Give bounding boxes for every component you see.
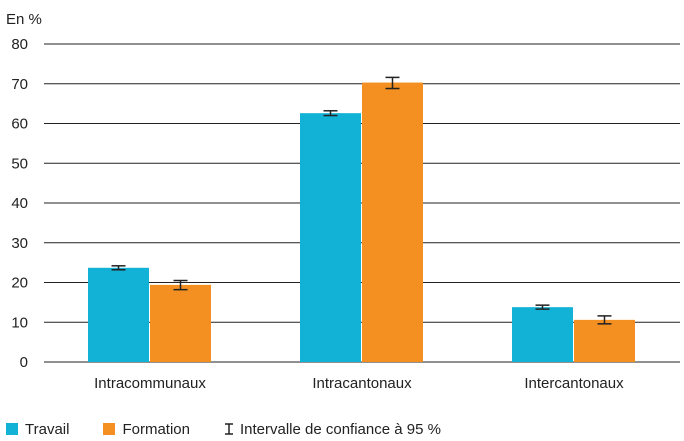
legend-item-formation: Formation xyxy=(103,421,190,438)
legend-label-travail: Travail xyxy=(25,420,70,438)
bars xyxy=(88,82,635,363)
y-tick-label: 40 xyxy=(11,195,28,212)
error-bar-icon xyxy=(224,423,234,435)
bar-formation xyxy=(150,284,211,362)
error-bar-formation xyxy=(385,76,400,90)
x-axis-categories: Intracommunaux Intracantonaux Intercantona… xyxy=(94,375,624,392)
legend-label-confidence-interval: Intervalle de confiance à 95 % xyxy=(239,420,441,438)
bar-travail xyxy=(300,113,361,362)
y-axis-ticks: 0 10 20 30 40 50 60 70 80 xyxy=(11,36,28,371)
y-tick-label: 60 xyxy=(11,116,28,133)
legend-item-travail: Travail xyxy=(6,421,69,438)
y-axis-unit-label: En % xyxy=(6,11,42,28)
legend-item-confidence-interval: Intervalle de confiance à 95 % xyxy=(224,421,441,438)
y-tick-label: 50 xyxy=(11,155,28,172)
error-bars xyxy=(111,76,612,325)
y-tick-label: 80 xyxy=(11,36,28,53)
y-tick-label: 10 xyxy=(11,314,28,331)
bar-travail xyxy=(512,307,573,362)
y-tick-label: 30 xyxy=(11,235,28,252)
error-bar-formation xyxy=(597,315,612,325)
y-tick-label: 70 xyxy=(11,76,28,93)
bar-formation xyxy=(362,82,423,363)
legend-swatch-formation xyxy=(103,423,116,435)
legend-label-formation: Formation xyxy=(122,420,190,438)
error-bar-travail xyxy=(111,265,126,271)
error-bar-formation xyxy=(173,279,188,291)
x-category-label: Intracantonaux xyxy=(312,375,412,392)
x-category-label: Intracommunaux xyxy=(94,375,206,392)
bar-travail xyxy=(88,267,149,362)
legend: Travail Formation Intervalle de confianc… xyxy=(6,419,475,439)
y-tick-label: 20 xyxy=(11,275,28,292)
error-bar-travail xyxy=(323,110,338,117)
bar-formation xyxy=(574,319,635,362)
y-tick-label: 0 xyxy=(20,354,28,371)
legend-swatch-travail xyxy=(6,423,18,435)
error-bar-travail xyxy=(535,304,550,310)
x-category-label: Intercantonaux xyxy=(524,375,624,392)
